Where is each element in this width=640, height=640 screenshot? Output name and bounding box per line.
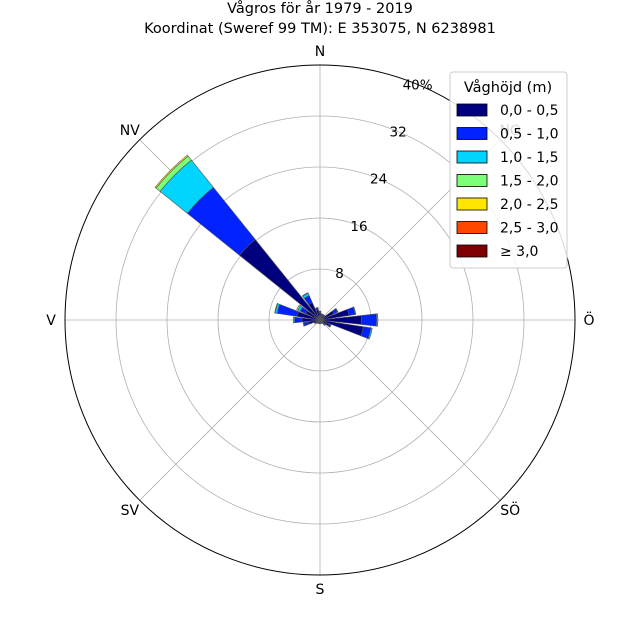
radial-tick-label: 8 xyxy=(335,266,344,282)
legend-swatch xyxy=(456,103,488,117)
outer-ring xyxy=(64,64,576,576)
grid-ring xyxy=(166,166,474,474)
legend-swatch xyxy=(456,127,488,140)
legend-title: Våghöjd (m) xyxy=(464,79,552,96)
legend-label: 2,0 - 2,5 xyxy=(500,197,558,213)
chart-title: Vågros för år 1979 - 2019 xyxy=(227,0,413,17)
bar-segment xyxy=(296,304,301,311)
grid-ring xyxy=(115,115,525,525)
bar-segment xyxy=(276,303,299,317)
bar-segment xyxy=(323,323,326,326)
spoke-sv xyxy=(139,319,321,501)
chart-subtitle: Koordinat (Sweref 99 TM): E 353075, N 62… xyxy=(144,21,496,37)
grid-ring xyxy=(217,217,423,423)
legend-swatch xyxy=(456,221,488,234)
legend: Våghöjd (m) 0,0 - 0,5 0,5 - 1,0 1,0 - 1,5 1… xyxy=(449,71,568,269)
direction-label-n: N xyxy=(315,44,325,60)
polar-grid xyxy=(64,64,576,576)
bar-segment xyxy=(318,310,322,313)
rose-bars xyxy=(154,154,379,340)
legend-swatch xyxy=(456,244,488,258)
bar-segment xyxy=(301,292,309,297)
radial-tick-label: 40% xyxy=(403,77,433,93)
legend-frame xyxy=(449,71,568,269)
direction-label-nv: NV xyxy=(120,123,140,139)
legend-label: 2,5 - 3,0 xyxy=(500,221,558,237)
legend-label: ≥ 3,0 xyxy=(500,244,538,260)
bar-segment xyxy=(335,307,339,313)
direction-label-s: S xyxy=(316,582,325,598)
radial-tick-label: 24 xyxy=(370,172,387,188)
bar-segment xyxy=(367,327,373,340)
radial-tick-label: 16 xyxy=(350,219,367,235)
legend-label: 1,0 - 1,5 xyxy=(500,150,558,166)
direction-label-sö: SÖ xyxy=(500,501,520,519)
radial-tick-label: 32 xyxy=(390,125,407,141)
direction-label-sv: SV xyxy=(121,503,140,519)
legend-label: 0,0 - 0,5 xyxy=(500,103,558,119)
bar-segment xyxy=(327,323,332,328)
legend-label: 1,5 - 2,0 xyxy=(500,174,558,190)
bar-segment xyxy=(360,313,378,327)
bar-segment xyxy=(302,322,305,327)
bar-segment xyxy=(274,303,279,314)
legend-swatch xyxy=(456,150,488,164)
spoke-sö xyxy=(319,319,501,501)
bar-segment xyxy=(376,313,379,327)
bar-segment xyxy=(292,316,295,324)
bar-segment xyxy=(352,306,357,315)
bar-segment xyxy=(294,316,303,324)
direction-label-ö: Ö xyxy=(583,311,594,329)
legend-swatch xyxy=(456,174,488,187)
bar-segment xyxy=(315,307,319,310)
bar-segment xyxy=(154,154,189,189)
direction-label-v: V xyxy=(46,313,56,329)
legend-items: 0,0 - 0,5 0,5 - 1,0 1,0 - 1,5 1,5 - 2,0 2,0 … xyxy=(456,103,558,260)
legend-swatch xyxy=(456,197,488,211)
legend-label: 0,5 - 1,0 xyxy=(500,127,558,143)
